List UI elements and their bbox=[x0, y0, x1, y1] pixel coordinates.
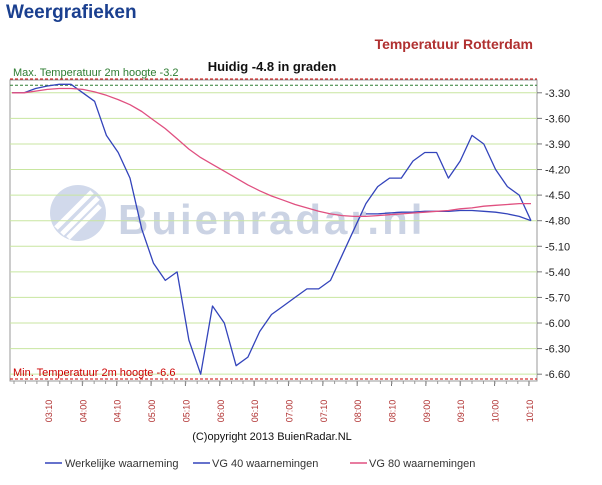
y-tick-label: -6.60 bbox=[545, 369, 570, 381]
x-tick-label: 07:00 bbox=[284, 400, 294, 423]
y-tick-label: -3.60 bbox=[545, 113, 570, 125]
x-tick-label: 07:10 bbox=[319, 400, 329, 423]
x-tick-label: 05:10 bbox=[181, 400, 191, 423]
y-tick-label: -3.30 bbox=[545, 88, 570, 100]
x-tick-label: 08:10 bbox=[388, 400, 398, 423]
chart-title: Temperatuur Rotterdam bbox=[375, 36, 533, 52]
page-title: Weergrafieken bbox=[6, 2, 137, 23]
x-axis-ticks: 03:10 04:00 04:10 05:00 05:10 06:00 06:10 07:00… bbox=[13, 381, 535, 423]
y-axis-ticks: -3.30 -3.60 -3.90 -4.20 -4.50 -4.80 -5.10 -5.40… bbox=[537, 88, 570, 381]
y-tick-label: -5.40 bbox=[545, 267, 570, 279]
x-tick-label: 04:00 bbox=[78, 400, 88, 423]
x-tick-label: 06:00 bbox=[216, 400, 226, 423]
y-tick-label: -4.20 bbox=[545, 165, 570, 177]
series-layer bbox=[12, 83, 532, 375]
chart-svg: Buienradar.nl -3.30-3.60-3.90-4.20-4.50-… bbox=[9, 36, 570, 470]
legend: Werkelijke waarneming VG 40 waarnemingen… bbox=[45, 458, 475, 470]
y-tick-label: -6.00 bbox=[545, 318, 570, 330]
watermark-logo-stripes bbox=[54, 190, 102, 240]
legend-label-vg40: VG 40 waarnemingen bbox=[212, 458, 318, 470]
x-tick-label: 08:00 bbox=[353, 400, 363, 423]
x-tick-label: 09:10 bbox=[456, 400, 466, 423]
series-werkelijke-waarneming bbox=[12, 83, 532, 375]
x-tick-label: 03:10 bbox=[44, 400, 54, 423]
copyright-text: (C)opyright 2013 BuienRadar.NL bbox=[192, 431, 352, 443]
x-tick-label: 10:10 bbox=[525, 400, 535, 423]
series-vg40 bbox=[365, 209, 532, 222]
x-tick-label: 05:00 bbox=[147, 400, 157, 423]
watermark-logo-icon bbox=[50, 185, 106, 241]
legend-label-werkelijke: Werkelijke waarneming bbox=[65, 458, 179, 470]
chart-subtitle: Huidig -4.8 in graden bbox=[208, 59, 337, 74]
chart: Buienradar.nl -3.30 -3.60 -3.90 -4.20 -4.50-… bbox=[0, 28, 602, 480]
x-tick-label: 06:10 bbox=[250, 400, 260, 423]
y-tick-label: -3.90 bbox=[545, 139, 570, 151]
y-tick-label: -5.70 bbox=[545, 292, 570, 304]
x-tick-label: 09:00 bbox=[422, 400, 432, 423]
min-line-label: Min. Temperatuur 2m hoogte -6.6 bbox=[13, 367, 175, 379]
max-line-label: Max. Temperatuur 2m hoogte -3.2 bbox=[13, 67, 179, 79]
y-tick-label: -5.10 bbox=[545, 241, 570, 253]
x-tick-label: 04:10 bbox=[113, 400, 123, 423]
watermark: Buienradar.nl bbox=[50, 185, 425, 243]
y-tick-label: -4.50 bbox=[545, 190, 570, 202]
legend-label-vg80: VG 80 waarnemingen bbox=[369, 458, 475, 470]
x-tick-label: 10:00 bbox=[491, 400, 501, 423]
y-tick-label: -4.80 bbox=[545, 216, 570, 228]
grid-layer bbox=[10, 92, 537, 375]
reference-lines bbox=[10, 78, 537, 380]
y-tick-label: -6.30 bbox=[545, 344, 570, 356]
series-vg80 bbox=[12, 87, 531, 218]
watermark-text: Buienradar.nl bbox=[118, 196, 425, 243]
